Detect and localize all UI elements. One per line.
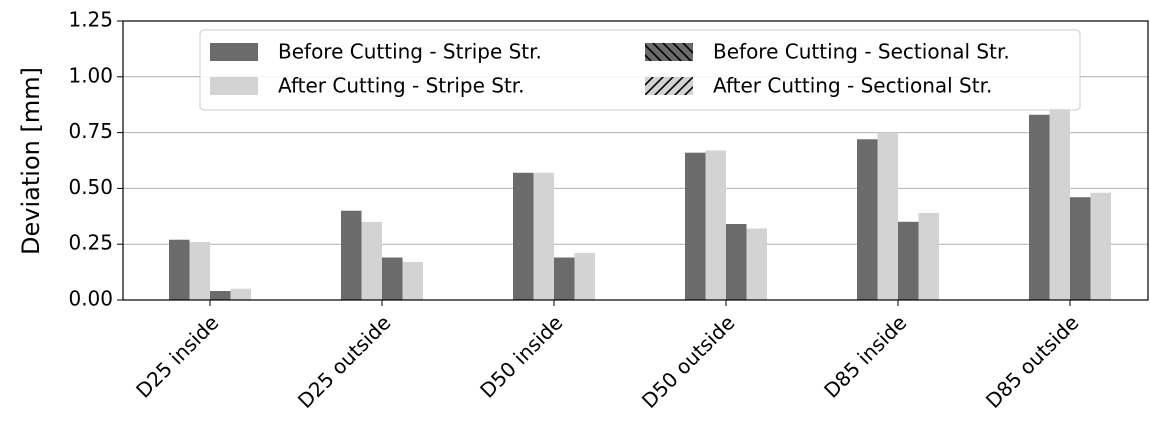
x-tick-label: D50 outside: [637, 310, 739, 412]
legend-swatch: [210, 77, 258, 95]
bar: [877, 132, 898, 300]
legend-swatch-hatch: [645, 77, 693, 95]
legend-label: Before Cutting - Sectional Str.: [713, 40, 1010, 64]
x-tick-label: D25 inside: [131, 310, 223, 402]
y-tick-label: 1.25: [68, 8, 113, 32]
bar-hatch: [898, 221, 919, 300]
bar-hatch: [382, 257, 403, 300]
bar: [705, 150, 726, 300]
bar: [685, 152, 706, 300]
bar: [513, 172, 534, 300]
axes-frame: [122, 20, 1149, 301]
bars: [169, 108, 1111, 300]
bar-hatch: [918, 212, 939, 300]
y-axis-label: Deviation [mm]: [17, 67, 45, 255]
legend-swatch-hatch: [645, 43, 693, 61]
y-tick-label: 0.00: [68, 287, 113, 311]
bar-hatch: [746, 228, 767, 300]
bar: [1029, 114, 1050, 300]
bar: [341, 210, 362, 300]
bar-hatch: [574, 253, 595, 300]
bar-hatch: [554, 257, 575, 300]
legend-box: [199, 29, 1081, 111]
legend: Before Cutting - Stripe Str. After Cuttin…: [199, 29, 1081, 111]
legend-swatch: [210, 43, 258, 61]
legend-label: After Cutting - Stripe Str.: [278, 74, 525, 98]
bar: [361, 221, 382, 300]
x-tick-label: D25 outside: [293, 310, 395, 412]
bar-hatch: [1090, 192, 1111, 300]
bar: [533, 172, 554, 300]
legend-label: Before Cutting - Stripe Str.: [278, 40, 542, 64]
x-tick-label: D50 inside: [475, 310, 567, 402]
bar: [857, 139, 878, 300]
bar: [189, 241, 210, 300]
bar-hatch: [1070, 197, 1091, 300]
y-tick-label: 1.00: [68, 63, 113, 87]
bar-hatch: [402, 262, 423, 300]
x-tick-label: D85 outside: [981, 310, 1083, 412]
legend-label: After Cutting - Sectional Str.: [713, 74, 992, 98]
bar-hatch: [210, 291, 231, 300]
y-tick-label: 0.25: [68, 231, 113, 255]
bar: [1049, 108, 1070, 300]
y-tick-label: 0.75: [68, 119, 113, 143]
x-tick-label: D85 inside: [819, 310, 911, 402]
bar-hatch: [230, 288, 251, 300]
bar-hatch: [726, 224, 747, 300]
y-tick-label: 0.50: [68, 175, 113, 199]
bar: [169, 239, 190, 300]
